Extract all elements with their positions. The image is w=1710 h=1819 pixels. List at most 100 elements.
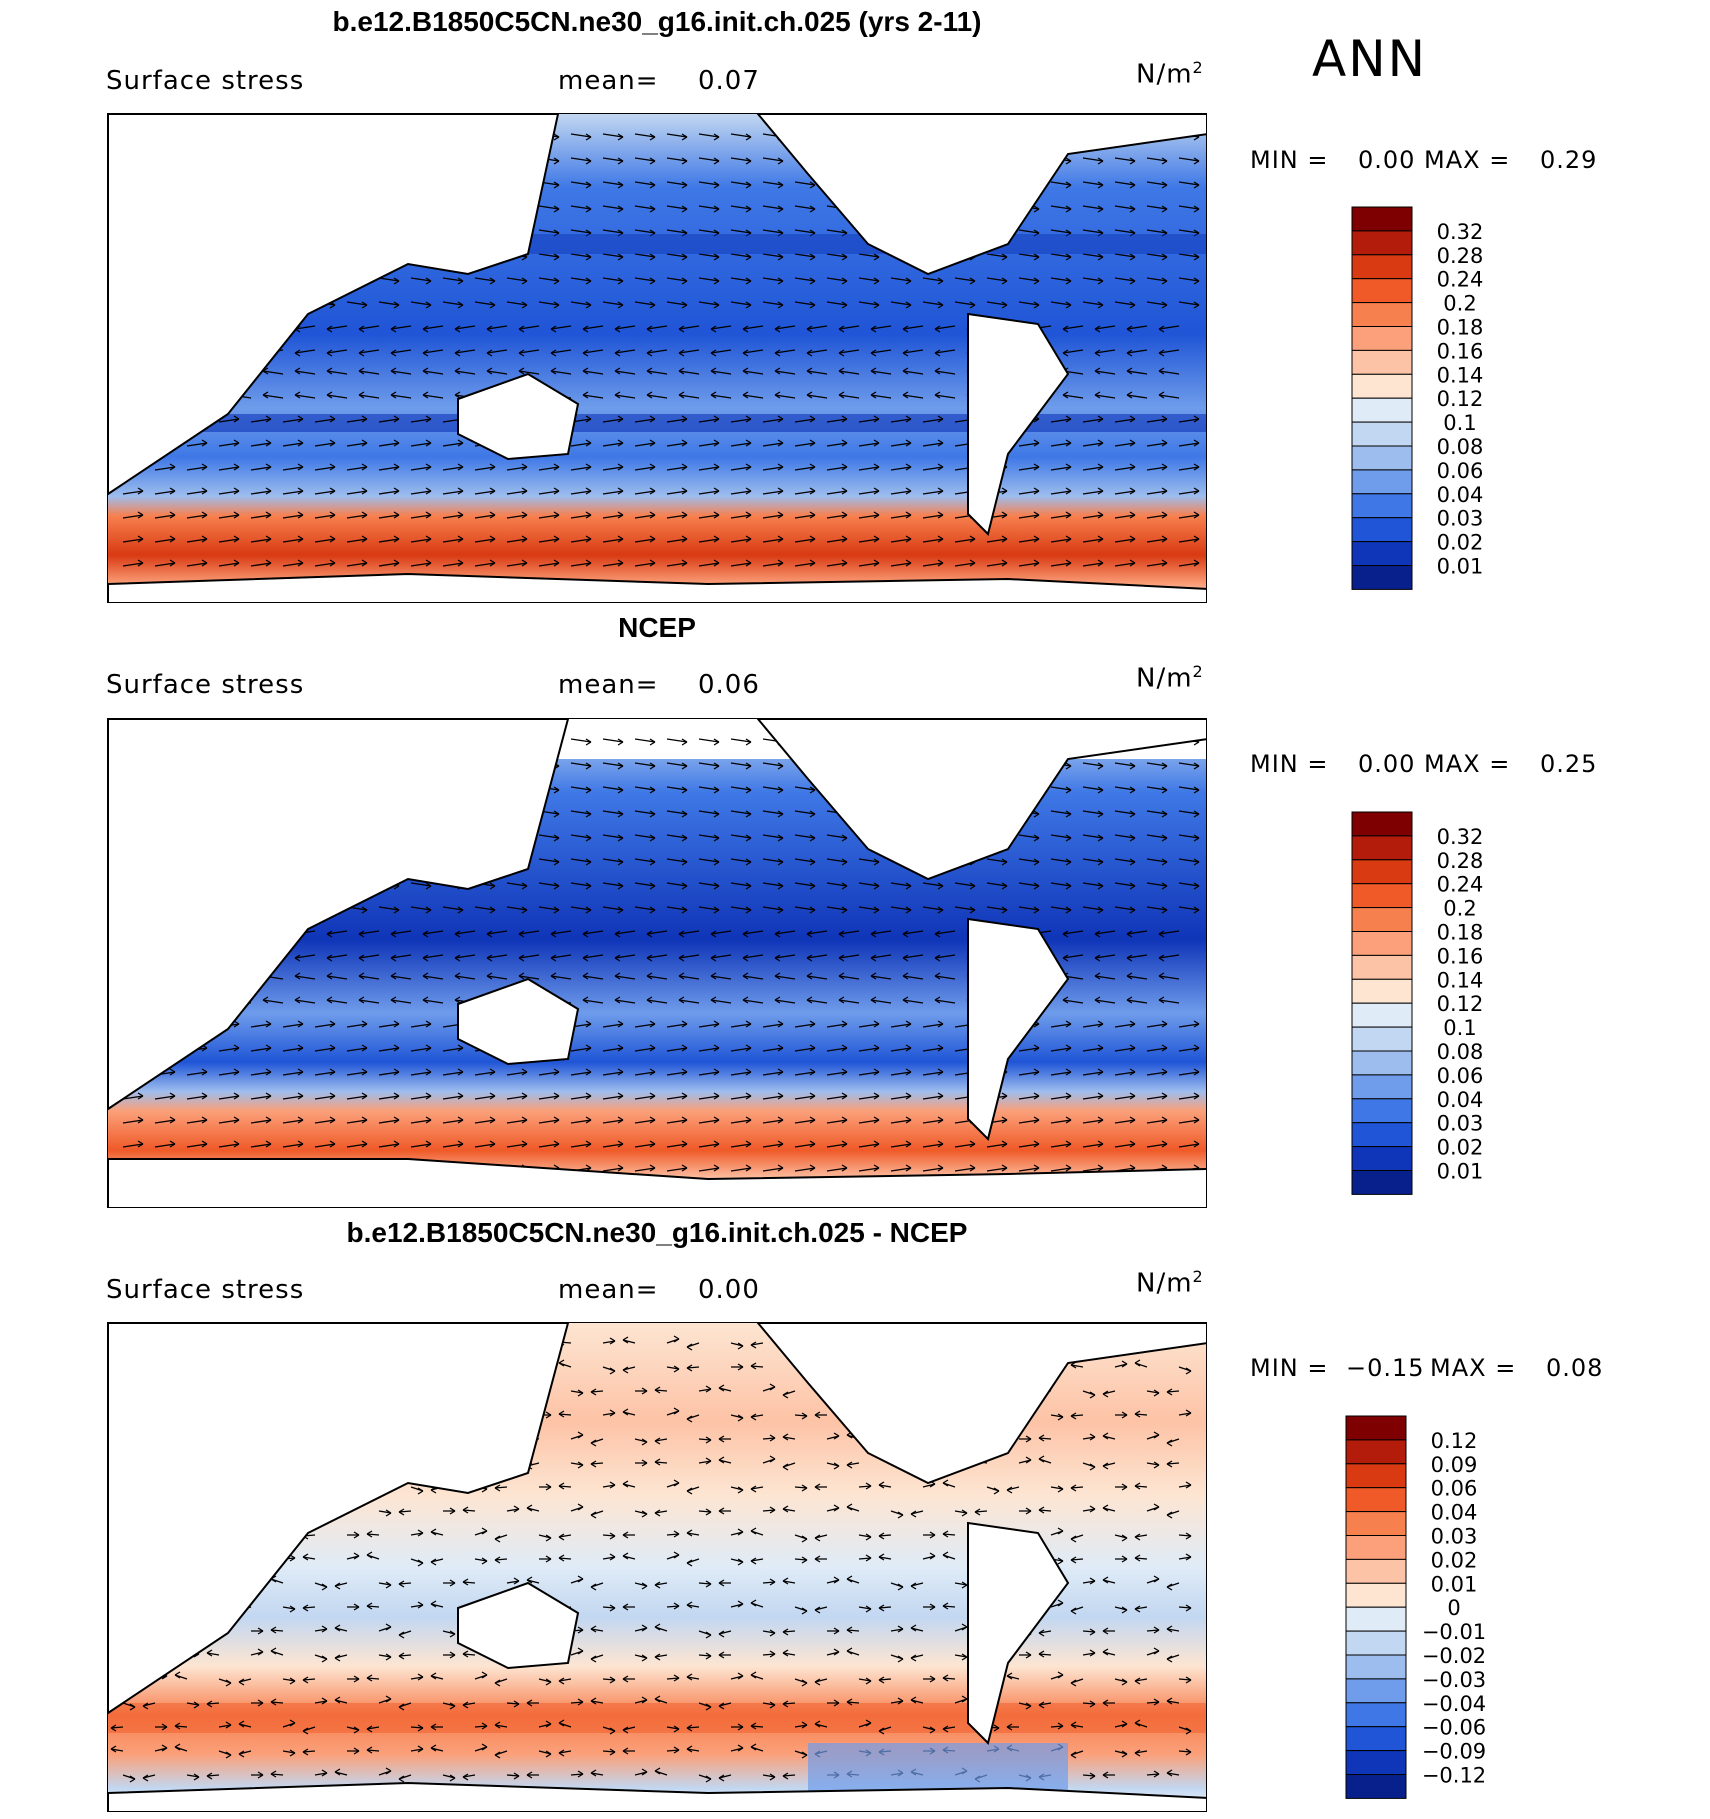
stress-arrow xyxy=(378,535,400,543)
panel-1-eurasia-africa xyxy=(108,114,560,496)
stress-arrow xyxy=(731,1723,744,1731)
stress-arrow xyxy=(890,1020,912,1028)
stress-arrow xyxy=(1134,1605,1148,1613)
stress-arrow xyxy=(1114,858,1136,866)
stress-arrow xyxy=(1178,834,1200,842)
stress-arrow xyxy=(251,1627,264,1635)
stress-arrow xyxy=(602,439,624,447)
stress-arrow xyxy=(443,1651,456,1659)
stress-arrow xyxy=(346,1552,360,1560)
stress-arrow xyxy=(142,1774,156,1782)
stress-arrow xyxy=(154,1140,176,1148)
stress-arrow xyxy=(1018,463,1040,471)
stress-arrow xyxy=(794,786,816,794)
colorbar-label: 0.1 xyxy=(1443,411,1476,435)
stress-arrow xyxy=(1178,1748,1192,1756)
panel-2-mean-label: mean= xyxy=(558,670,659,700)
stress-arrow xyxy=(750,1485,764,1493)
stress-arrow xyxy=(666,882,688,890)
colorbar-swatch xyxy=(1351,811,1413,837)
stress-arrow xyxy=(678,996,700,1004)
stress-arrow xyxy=(646,972,668,980)
stress-arrow xyxy=(1082,1068,1104,1076)
stress-arrow xyxy=(698,1508,712,1516)
panel-3-max-value: 0.08 xyxy=(1546,1354,1604,1382)
stress-arrow xyxy=(570,786,592,794)
colorbar-swatch xyxy=(1351,493,1413,519)
stress-arrow xyxy=(186,1701,200,1709)
stress-arrow xyxy=(922,1092,944,1100)
stress-arrow xyxy=(954,1581,968,1589)
panel-2-min-label: MIN = xyxy=(1250,750,1329,778)
stress-arrow xyxy=(186,1140,208,1148)
stress-arrow xyxy=(538,511,560,519)
stress-arrow xyxy=(858,253,880,261)
stress-arrow xyxy=(378,1509,392,1517)
stress-arrow xyxy=(1018,1456,1032,1464)
stress-arrow xyxy=(1146,1044,1168,1052)
stress-arrow xyxy=(794,1044,816,1052)
stress-arrow xyxy=(570,1389,584,1397)
stress-arrow xyxy=(890,906,912,914)
stress-arrow xyxy=(782,1462,796,1471)
stress-arrow xyxy=(1146,1389,1160,1397)
stress-arrow xyxy=(398,1702,412,1711)
stress-arrow xyxy=(326,391,348,399)
stress-arrow xyxy=(1146,1140,1168,1148)
stress-arrow xyxy=(942,1602,956,1610)
stress-arrow xyxy=(1114,439,1136,447)
stress-arrow xyxy=(634,1582,648,1590)
colorbar-swatch xyxy=(1351,835,1413,861)
stress-arrow xyxy=(250,1648,264,1656)
stress-arrow xyxy=(902,325,924,333)
stress-arrow xyxy=(474,1140,496,1148)
colorbar-swatch xyxy=(1351,517,1413,543)
stress-arrow xyxy=(410,1529,424,1537)
stress-arrow xyxy=(1082,1462,1096,1471)
stress-arrow xyxy=(506,1577,520,1585)
stress-arrow xyxy=(1146,786,1168,794)
stress-arrow xyxy=(602,1676,616,1684)
stress-arrow xyxy=(358,996,380,1004)
colorbar-label: 0.12 xyxy=(1437,992,1484,1016)
stress-arrow xyxy=(1146,1431,1160,1440)
stress-arrow xyxy=(902,367,924,375)
stress-arrow xyxy=(474,535,496,543)
colorbar-label: 0.01 xyxy=(1437,1160,1484,1184)
stress-arrow xyxy=(346,1092,368,1100)
panel-2-max-value: 0.25 xyxy=(1540,750,1598,778)
stress-arrow xyxy=(634,906,656,914)
stress-arrow xyxy=(730,133,752,141)
stress-arrow xyxy=(474,1068,496,1076)
stress-arrow xyxy=(1062,325,1084,333)
colorbar-swatch xyxy=(1351,1050,1413,1076)
stress-arrow xyxy=(794,559,816,567)
stress-arrow xyxy=(698,1436,712,1444)
stress-arrow xyxy=(1019,1507,1032,1515)
stress-arrow xyxy=(538,487,560,495)
stress-arrow xyxy=(558,1482,572,1490)
stress-arrow xyxy=(602,1020,624,1028)
stress-arrow xyxy=(422,349,444,357)
stress-arrow xyxy=(1050,1671,1064,1680)
stress-arrow xyxy=(1050,1092,1072,1100)
stress-arrow xyxy=(1146,762,1168,770)
stress-arrow xyxy=(1146,1020,1168,1028)
stress-arrow xyxy=(486,972,508,980)
stress-arrow xyxy=(1178,463,1200,471)
stress-arrow xyxy=(1114,1044,1136,1052)
stress-arrow xyxy=(346,463,368,471)
stress-arrow xyxy=(762,1044,784,1052)
stress-arrow xyxy=(646,930,668,938)
stress-arrow xyxy=(474,1722,488,1730)
colorbar-label: 0.24 xyxy=(1437,268,1484,292)
stress-arrow xyxy=(1114,1534,1128,1542)
stress-arrow xyxy=(858,1605,872,1613)
stress-arrow xyxy=(838,391,860,399)
stress-arrow xyxy=(398,1774,412,1783)
stress-arrow xyxy=(582,367,604,375)
stress-arrow xyxy=(1050,1599,1064,1608)
stress-arrow xyxy=(1114,277,1136,285)
stress-arrow xyxy=(410,511,432,519)
stress-arrow xyxy=(582,996,604,1004)
